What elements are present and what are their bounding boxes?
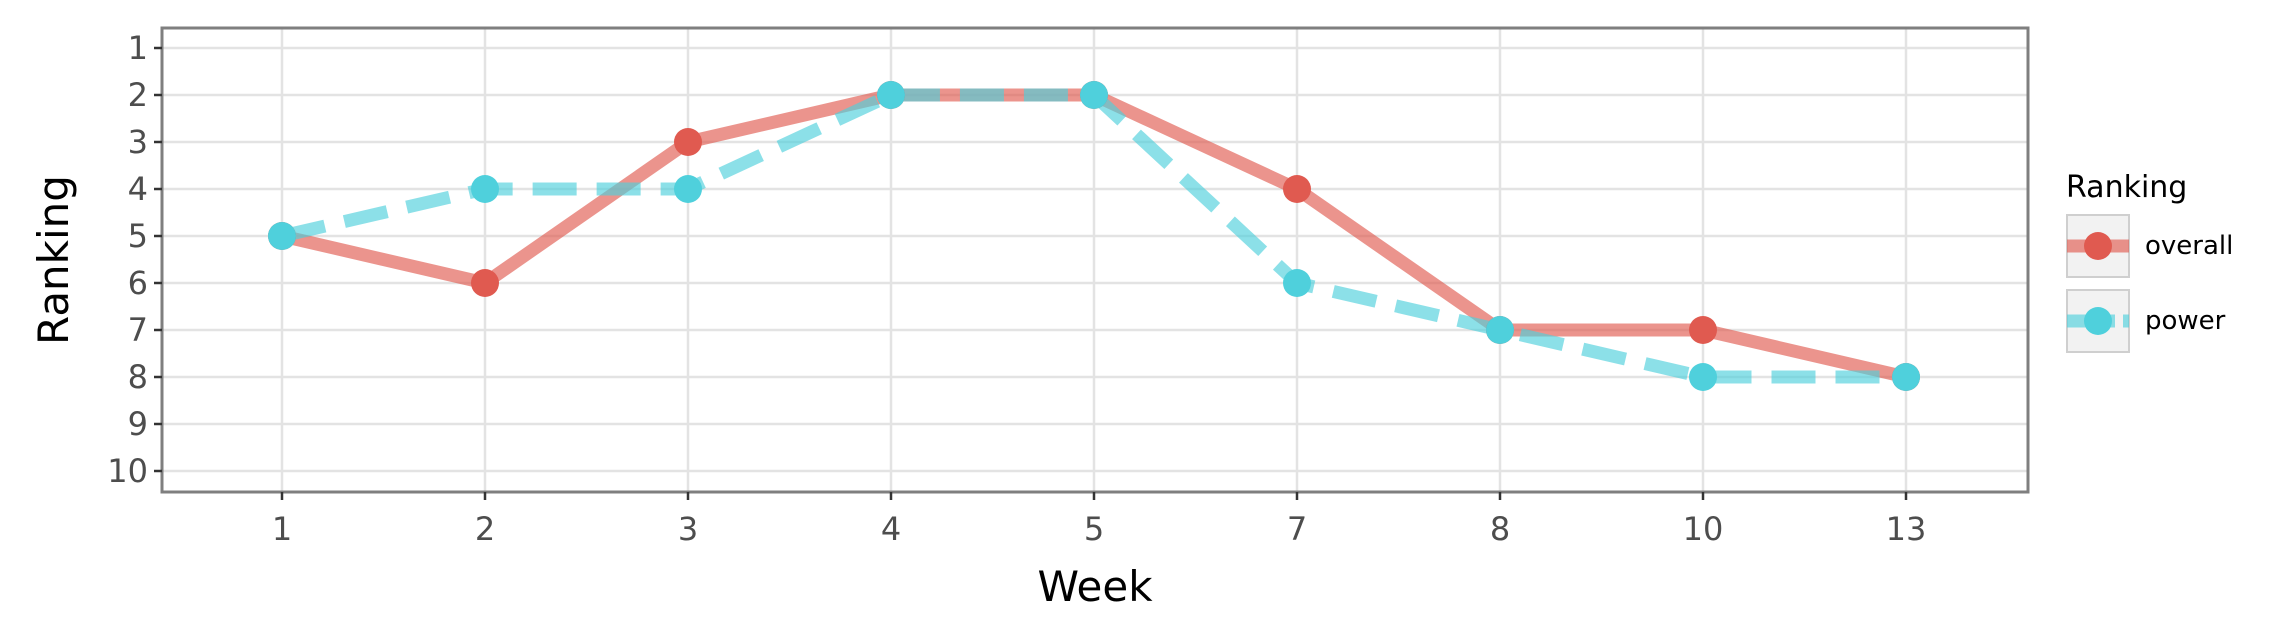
data-point-power: [674, 175, 702, 203]
data-point-overall: [1283, 175, 1311, 203]
axis-ticks: [154, 46, 1908, 500]
y-tick-label: 8: [128, 358, 148, 396]
data-point-power: [1283, 269, 1311, 297]
y-tick-label: 4: [128, 170, 148, 208]
data-point-overall: [471, 269, 499, 297]
data-point-power: [1486, 316, 1514, 344]
x-tick-label: 3: [678, 510, 698, 548]
series-points: [268, 81, 1920, 391]
x-tick-label: 10: [1683, 510, 1724, 548]
legend-point-overall: [2084, 232, 2112, 260]
y-tick-label: 6: [128, 264, 148, 302]
x-tick-label: 5: [1084, 510, 1104, 548]
y-tick-label: 9: [128, 405, 148, 443]
legend: Ranking overall power: [2066, 170, 2233, 353]
data-point-power: [1080, 81, 1108, 109]
tick-labels: 1 2 3 4 5 6 7 8 9 10 1 2 3 4 5 7 8 10 13: [107, 29, 1926, 548]
legend-label-power: power: [2145, 306, 2226, 336]
x-tick-label: 2: [475, 510, 495, 548]
data-point-power: [1689, 363, 1717, 391]
x-tick-label: 1: [272, 510, 292, 548]
y-tick-label: 2: [128, 76, 148, 114]
legend-label-overall: overall: [2145, 231, 2233, 261]
y-tick-label: 5: [128, 217, 148, 255]
data-point-overall: [1689, 316, 1717, 344]
legend-title: Ranking: [2066, 170, 2187, 205]
y-tick-label: 3: [128, 123, 148, 161]
data-point-power: [268, 222, 296, 250]
y-tick-label: 1: [128, 29, 148, 67]
y-tick-label: 10: [107, 452, 148, 490]
legend-point-power: [2084, 307, 2112, 335]
x-tick-label: 13: [1886, 510, 1927, 548]
x-tick-label: 8: [1490, 510, 1510, 548]
data-point-power: [1892, 363, 1920, 391]
data-point-overall: [674, 128, 702, 156]
x-tick-label: 4: [881, 510, 901, 548]
y-axis-title: Ranking: [29, 175, 78, 345]
x-axis-title: Week: [1037, 562, 1153, 611]
data-point-power: [471, 175, 499, 203]
x-tick-label: 7: [1287, 510, 1307, 548]
y-tick-label: 7: [128, 311, 148, 349]
data-point-power: [877, 81, 905, 109]
